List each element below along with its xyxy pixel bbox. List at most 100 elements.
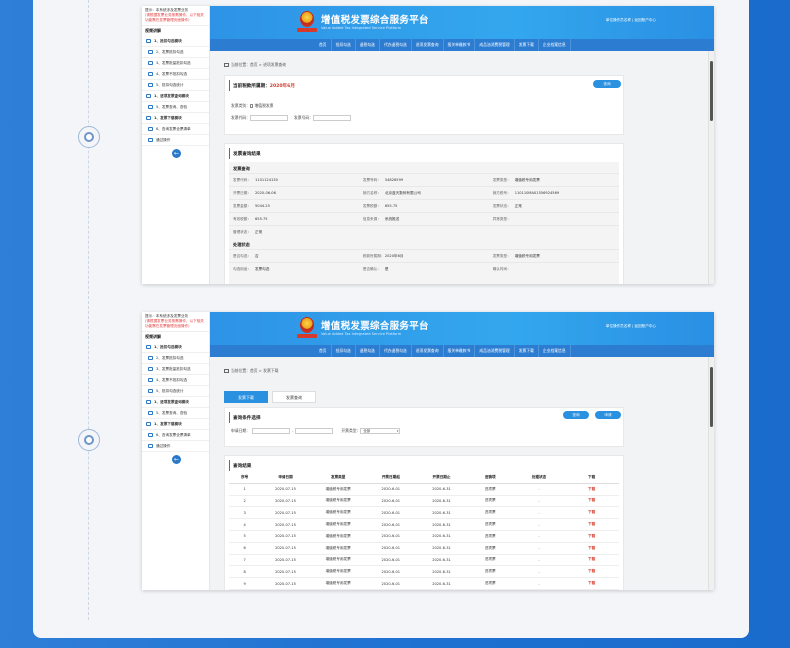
back-arrow-icon[interactable]: ← [172, 149, 181, 158]
download-link[interactable]: 下载 [588, 557, 596, 562]
sidebar-item[interactable]: 1、进项发票查询模块 [142, 397, 209, 408]
column-header: 下载 [588, 474, 596, 479]
nav-item[interactable]: 报关单缴款书 [444, 39, 476, 51]
brand-title: 增值税发票综合服务平台 [321, 321, 429, 332]
table-cell: 6 [243, 546, 246, 551]
sidebar-item[interactable]: 通过操作 [142, 441, 209, 452]
sidebar-item[interactable]: 4、发票不抵扣勾选 [142, 69, 209, 80]
download-link[interactable]: 下载 [588, 522, 596, 527]
sidebar-item[interactable]: 1、进项发票查询模块 [142, 91, 209, 102]
download-link[interactable]: 下载 [588, 486, 596, 491]
scrollbar-thumb[interactable] [710, 367, 713, 427]
timeline-node-1 [78, 126, 100, 148]
sidebar-item[interactable]: 1、发票下载模块 [142, 419, 209, 430]
sidebar-item[interactable]: 3、发票批量抵扣勾选 [142, 364, 209, 375]
header-banner: 增值税发票综合服务平台 Value Added Tax Integrated Se… [210, 312, 714, 345]
tab-download[interactable]: 发票下载 [224, 391, 268, 403]
nav-item[interactable]: 代办退税勾选 [380, 39, 412, 51]
tab-query[interactable]: 发票查询 [272, 391, 316, 403]
table-cell: 增值税专用发票 [325, 533, 351, 538]
nav-item[interactable]: 首页 [315, 39, 332, 51]
breadcrumb: 当前位置：首页 > 发票下载 [224, 368, 278, 374]
sidebar-item[interactable]: 通过操作 [142, 135, 209, 146]
sidebar-item[interactable]: 5、抵扣勾选统计 [142, 80, 209, 91]
sidebar-item-label: 6、查询发票全票清单 [156, 126, 191, 131]
national-emblem-icon [300, 317, 314, 333]
sidebar-item-label: 1、发票下载模块 [154, 115, 182, 120]
sidebar-item[interactable]: 3、发票批量抵扣勾选 [142, 58, 209, 69]
detail-key: 有效税额： [233, 216, 251, 221]
sidebar-section-title: 视频讲解 [145, 334, 161, 339]
sidebar-item[interactable]: 5、发票查询、查验 [142, 408, 209, 419]
query-button[interactable]: 查询 [563, 411, 589, 419]
download-link[interactable]: 下载 [588, 569, 596, 574]
download-link[interactable]: 下载 [588, 581, 596, 586]
main-nav: 首页 抵扣勾选 退税勾选 代办退税勾选 进项发票查询 报关单缴款书 成品油消费税管理 发票下载… [210, 39, 714, 51]
column-header: 发票类型 [330, 474, 346, 479]
table-cell: 进项票 [484, 498, 496, 503]
user-info-link[interactable]: 单位操作员名称 | 返回账户中心 [605, 18, 656, 22]
code-input[interactable] [249, 115, 288, 121]
nav-item[interactable]: 退税勾选 [356, 39, 380, 51]
detail-cell: 开票日期： 2020-06-06 [229, 191, 359, 196]
nav-item[interactable]: 进项发票查询 [412, 345, 444, 357]
nav-item[interactable]: 抵扣勾选 [332, 39, 356, 51]
scrollbar[interactable] [708, 51, 714, 284]
table-cell: 增值税专用发票 [325, 486, 351, 491]
sidebar-notice: 提示：本系统涉及发票业务 (请根据发票业务按需操作，以下相关功能需在发票管理页面操… [142, 6, 209, 26]
scrollbar[interactable] [708, 357, 714, 590]
apply-button[interactable]: 申请 [595, 411, 621, 419]
nav-item[interactable]: 发票下载 [515, 345, 539, 357]
table-cell: 增值税专用发票 [325, 569, 351, 574]
sidebar-item[interactable]: 6、查询发票全票清单 [142, 430, 209, 441]
nav-item[interactable]: 首页 [315, 345, 332, 357]
document-icon [148, 50, 153, 54]
nav-item[interactable]: 代办退税勾选 [380, 345, 412, 357]
download-link[interactable]: 下载 [588, 533, 596, 538]
nav-item[interactable]: 发票下载 [515, 39, 539, 51]
sidebar-item[interactable]: 2、发票抵扣勾选 [142, 353, 209, 364]
detail-value: 5044.25 [255, 203, 270, 208]
sidebar-item[interactable]: 1、抵扣勾选模块 [142, 342, 209, 353]
type-select[interactable]: 全部 ▾ [360, 428, 401, 434]
table-cell: 2 [243, 498, 246, 503]
result-panel: 查询结果 序号 申请日期 发票类型 开票日期起 开票日期止 进销项 处理状态 下载 1 2020-0… [224, 455, 624, 590]
query-button[interactable]: 查询 [593, 80, 621, 88]
nav-item[interactable]: 进项发票查询 [412, 39, 444, 51]
detail-cell: 是否勾选： 否 [229, 254, 359, 259]
detail-value: 655.75 [384, 203, 398, 208]
back-arrow-icon[interactable]: ← [172, 455, 181, 464]
type-select-value: 全部 [363, 429, 371, 433]
end-date-input[interactable] [295, 428, 334, 434]
detail-value: 正常 [514, 203, 522, 208]
sidebar-item-label: 1、进项发票查询模块 [154, 399, 189, 404]
detail-key: 发票号码： [362, 177, 381, 182]
sidebar-item[interactable]: 1、抵扣勾选模块 [142, 36, 209, 47]
nav-item[interactable]: 成品油消费税管理 [475, 39, 515, 51]
table-cell: 2020-6-31 [432, 498, 451, 503]
user-info-link[interactable]: 单位操作员名称 | 返回账户中心 [605, 324, 656, 328]
nav-item[interactable]: 抵扣勾选 [332, 345, 356, 357]
nav-item[interactable]: 企业档案信息 [539, 39, 571, 51]
timeline-dot-icon [84, 132, 94, 142]
download-link[interactable]: 下载 [588, 498, 596, 503]
sidebar-item[interactable]: 5、抵扣勾选统计 [142, 386, 209, 397]
sidebar-item[interactable]: 1、发票下载模块 [142, 113, 209, 124]
sidebar-item[interactable]: 5、发票查询、查验 [142, 102, 209, 113]
nav-item[interactable]: 企业档案信息 [539, 345, 571, 357]
sidebar-item[interactable]: 6、查询发票全票清单 [142, 124, 209, 135]
detail-cell: 管理状态： 正常 [229, 230, 359, 235]
download-link[interactable]: 下载 [588, 510, 596, 515]
table-cell: 2020-6-31 [432, 487, 451, 492]
sidebar-item[interactable]: 2、发票抵扣勾选 [142, 47, 209, 58]
sidebar-item[interactable]: 4、发票不抵扣勾选 [142, 375, 209, 386]
number-input[interactable] [312, 115, 351, 121]
invoice-type-checkbox[interactable] [249, 104, 254, 108]
download-link[interactable]: 下载 [588, 545, 596, 550]
nav-item[interactable]: 退税勾选 [356, 345, 380, 357]
nav-item[interactable]: 成品油消费税管理 [475, 345, 515, 357]
start-date-input[interactable] [251, 428, 290, 434]
nav-item[interactable]: 报关单缴款书 [444, 345, 476, 357]
table-cell: 2020-6-31 [432, 522, 451, 527]
scrollbar-thumb[interactable] [710, 61, 713, 121]
